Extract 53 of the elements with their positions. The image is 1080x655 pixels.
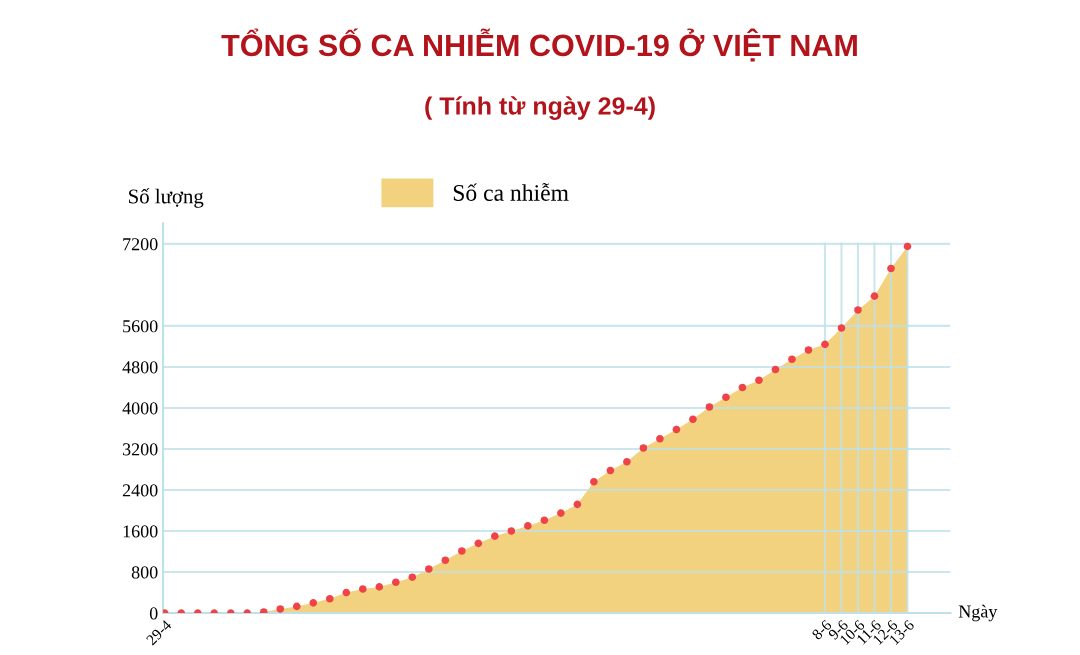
point	[524, 522, 532, 530]
point	[425, 565, 433, 573]
point	[458, 547, 466, 555]
point	[804, 346, 813, 354]
point	[309, 599, 318, 607]
x-axis-title: Ngày	[958, 604, 998, 622]
y-tick-label: 0	[149, 607, 158, 620]
point	[408, 573, 417, 581]
point	[540, 516, 549, 525]
point	[870, 292, 879, 300]
point	[557, 509, 565, 517]
point	[375, 583, 384, 591]
point	[606, 466, 615, 475]
point	[821, 340, 829, 349]
point	[788, 355, 796, 364]
point	[755, 376, 763, 385]
point	[358, 585, 367, 593]
point	[392, 578, 400, 587]
point	[342, 588, 351, 597]
point	[590, 478, 598, 486]
point	[507, 527, 516, 535]
y-tick-label: 4800	[122, 361, 158, 374]
point	[672, 425, 681, 434]
point	[738, 383, 747, 392]
point	[474, 539, 483, 548]
point	[491, 532, 499, 540]
point	[837, 324, 846, 332]
point	[639, 444, 648, 452]
point	[573, 500, 582, 509]
point	[903, 242, 912, 251]
point	[887, 264, 895, 273]
point	[656, 434, 664, 443]
chart-title: TỔNG SỐ CA NHIỄM COVID-19 Ở VIỆT NAM	[221, 28, 857, 62]
point	[771, 365, 780, 374]
point	[705, 403, 714, 411]
y-axis-title: Số lượng	[129, 188, 204, 208]
point	[689, 415, 697, 424]
y-tick-label: 800	[131, 566, 158, 579]
point	[292, 602, 301, 611]
point	[722, 393, 730, 401]
y-tick-label: 7200	[123, 238, 158, 251]
point	[623, 458, 631, 466]
y-tick-label: 4000	[122, 402, 158, 415]
y-tick-label: 5600	[123, 320, 158, 333]
y-tick-label: 1600	[123, 525, 158, 538]
chart-subtitle: ( Tính từ ngày 29-4)	[425, 96, 655, 120]
y-tick-label: 3200	[122, 443, 158, 456]
point	[276, 605, 285, 613]
point	[854, 306, 862, 314]
point	[441, 556, 450, 565]
y-tick-label: 2400	[122, 484, 158, 497]
point	[325, 594, 334, 603]
legend-label: Số ca nhiễm	[453, 183, 569, 201]
